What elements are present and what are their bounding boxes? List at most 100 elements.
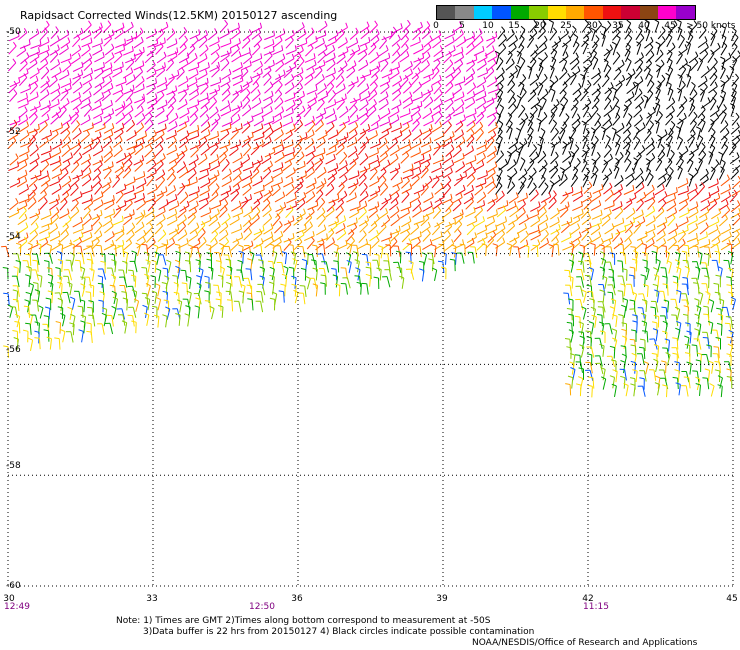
wind-barb-feather bbox=[448, 50, 452, 56]
wind-barb bbox=[603, 48, 613, 57]
wind-barb bbox=[496, 144, 501, 156]
wind-barb-feather bbox=[278, 290, 284, 293]
wind-barb bbox=[615, 155, 624, 165]
wind-barb bbox=[357, 261, 360, 273]
wind-barb bbox=[122, 314, 126, 326]
wind-barb bbox=[155, 95, 165, 104]
wind-barb bbox=[316, 182, 327, 189]
wind-barb bbox=[517, 53, 522, 65]
wind-barb bbox=[668, 124, 676, 135]
wind-barb bbox=[380, 163, 391, 172]
wind-barb-feather bbox=[17, 207, 20, 213]
wind-barb-feather bbox=[12, 136, 17, 142]
wind-barb-feather bbox=[607, 291, 613, 294]
wind-barb-feather bbox=[144, 178, 147, 184]
wind-barb bbox=[19, 77, 28, 87]
wind-barb bbox=[444, 164, 454, 171]
wind-barb-feather bbox=[229, 176, 232, 182]
wind-barb-feather bbox=[732, 27, 737, 32]
wind-barb bbox=[30, 216, 40, 226]
wind-barb-feather bbox=[215, 298, 221, 301]
wind-barb bbox=[580, 210, 590, 219]
wind-barb bbox=[645, 235, 656, 243]
wind-barb bbox=[37, 291, 41, 303]
wind-barb bbox=[221, 268, 225, 280]
wind-barb-feather bbox=[345, 166, 349, 172]
wind-barb bbox=[530, 234, 541, 241]
wind-barb bbox=[304, 78, 314, 86]
wind-barb-feather bbox=[637, 220, 642, 226]
wind-barb bbox=[720, 113, 727, 125]
wind-barb bbox=[326, 119, 337, 125]
wind-barb bbox=[656, 66, 662, 78]
wind-barb bbox=[700, 70, 710, 78]
wind-barb bbox=[549, 31, 557, 41]
wind-barb-feather bbox=[448, 113, 452, 119]
wind-barb-feather bbox=[619, 206, 624, 212]
wind-barb-feather bbox=[577, 237, 581, 243]
wind-barb-feather bbox=[471, 145, 474, 151]
wind-barb bbox=[401, 194, 410, 204]
wind-barb-feather bbox=[661, 74, 666, 80]
wind-barb bbox=[314, 161, 323, 171]
wind-barb-feather bbox=[278, 89, 283, 95]
wind-barb-feather bbox=[440, 182, 444, 188]
wind-barb-feather bbox=[291, 176, 294, 183]
wind-barb bbox=[218, 234, 229, 242]
wind-barb bbox=[324, 112, 336, 119]
wind-barb bbox=[71, 254, 75, 266]
wind-barb bbox=[317, 134, 328, 141]
wind-barb-feather bbox=[237, 22, 240, 28]
wind-barb-feather bbox=[342, 122, 347, 127]
wind-barb-feather bbox=[355, 37, 359, 43]
wind-barb-feather bbox=[91, 240, 94, 246]
wind-barb bbox=[476, 195, 487, 204]
wind-barb-feather bbox=[515, 192, 519, 198]
wind-barb-feather bbox=[585, 34, 590, 39]
wind-barb-feather bbox=[246, 81, 250, 87]
wind-barb-feather bbox=[588, 59, 593, 65]
wind-barb-feather bbox=[474, 108, 477, 114]
wind-barb-feather bbox=[170, 58, 175, 63]
wind-barb-feather bbox=[100, 199, 104, 205]
wind-barb-feather bbox=[12, 41, 17, 47]
wind-barb bbox=[125, 78, 136, 86]
wind-barb bbox=[73, 244, 75, 256]
wind-barb-feather bbox=[611, 328, 617, 332]
wind-barb-feather bbox=[585, 206, 590, 211]
wind-barb-feather bbox=[522, 199, 526, 205]
wind-barb-feather bbox=[442, 192, 445, 198]
wind-barb bbox=[474, 246, 478, 258]
wind-barb-feather bbox=[399, 275, 404, 279]
wind-barb-feather bbox=[32, 134, 37, 140]
wind-barb bbox=[70, 179, 80, 188]
wind-barb bbox=[594, 116, 601, 127]
wind-barb bbox=[133, 41, 144, 49]
wind-barb bbox=[306, 240, 315, 250]
wind-barb bbox=[83, 202, 94, 211]
wind-barb-feather bbox=[660, 206, 665, 212]
wind-barb bbox=[144, 149, 153, 158]
wind-barb bbox=[399, 47, 409, 57]
wind-barb-feather bbox=[344, 93, 347, 99]
wind-barb-feather bbox=[668, 87, 674, 92]
wind-barb-feather bbox=[627, 72, 633, 77]
wind-barb bbox=[284, 285, 286, 297]
wind-barb-feather bbox=[674, 306, 680, 310]
wind-barb-feather bbox=[128, 269, 134, 272]
wind-barb-feather bbox=[256, 198, 261, 204]
wind-barb bbox=[592, 291, 595, 303]
wind-barb bbox=[420, 149, 432, 156]
wind-barb-feather bbox=[588, 113, 593, 119]
wind-barb bbox=[527, 178, 534, 189]
wind-barb bbox=[335, 147, 345, 156]
wind-barb-feather bbox=[166, 259, 172, 263]
wind-barb bbox=[454, 133, 464, 141]
wind-barb bbox=[155, 133, 165, 142]
wind-barb-feather bbox=[37, 67, 40, 73]
wind-barb-feather bbox=[165, 306, 171, 310]
wind-barb bbox=[220, 81, 231, 88]
wind-barb-feather bbox=[240, 62, 243, 68]
wind-barb bbox=[688, 107, 696, 117]
wind-barb bbox=[345, 268, 348, 280]
